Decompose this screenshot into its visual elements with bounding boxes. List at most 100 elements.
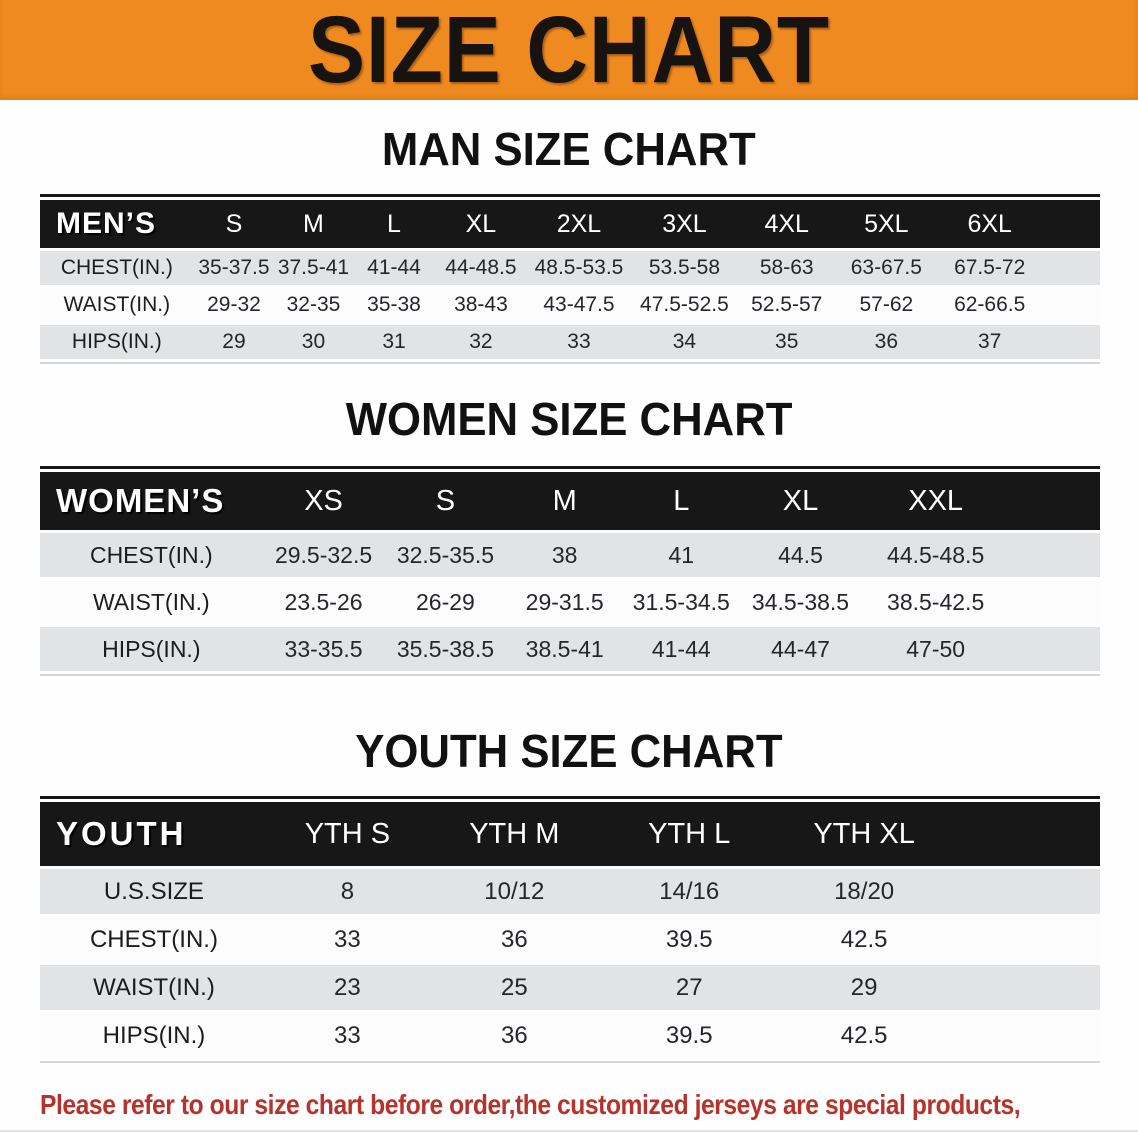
row-label: WAIST(IN.) <box>40 965 268 1010</box>
youth-hips-row: HIPS(IN.) 33 36 39.5 42.5 <box>40 1013 1100 1058</box>
size-cell: 37.5-41 <box>274 251 353 285</box>
size-cell: 33 <box>526 325 632 359</box>
men-header-row: MEN’S S M L XL 2XL 3XL 4XL 5XL 6XL <box>40 200 1100 248</box>
column-header: 5XL <box>836 200 937 248</box>
size-cell: 18/20 <box>776 869 952 914</box>
filler-cell <box>951 965 1100 1010</box>
filler-cell <box>951 917 1100 962</box>
women-heading-text: WOMEN SIZE CHART <box>345 393 793 445</box>
filler-cell <box>1042 251 1100 285</box>
size-cell: 31.5-34.5 <box>622 580 740 624</box>
size-cell: 33-35.5 <box>262 627 385 671</box>
men-corner-label: MEN’S <box>40 200 194 248</box>
size-cell: 37 <box>936 325 1043 359</box>
size-cell: 58-63 <box>737 251 836 285</box>
column-header: M <box>506 472 623 530</box>
filler-cell <box>951 802 1100 866</box>
youth-ussize-row: U.S.SIZE 8 10/12 14/16 18/20 <box>40 869 1100 914</box>
filler-cell <box>1042 200 1100 248</box>
size-cell: 10/12 <box>426 869 602 914</box>
size-cell: 41 <box>622 533 740 577</box>
size-cell: 41-44 <box>622 627 740 671</box>
column-header: M <box>274 200 353 248</box>
filler-cell <box>1042 325 1100 359</box>
column-header: 2XL <box>526 200 632 248</box>
youth-section-heading: YOUTH SIZE CHART <box>0 726 1138 776</box>
size-cell: 48.5-53.5 <box>526 251 632 285</box>
size-cell: 63-67.5 <box>836 251 937 285</box>
men-chest-row: CHEST(IN.) 35-37.5 37.5-41 41-44 44-48.5… <box>40 251 1100 285</box>
column-header: XS <box>262 472 385 530</box>
size-cell: 67.5-72 <box>936 251 1043 285</box>
size-cell: 36 <box>426 1013 602 1058</box>
column-header: XL <box>739 472 862 530</box>
filler-cell <box>1009 627 1100 671</box>
banner: SIZE CHART <box>0 0 1138 100</box>
size-cell: 30 <box>274 325 353 359</box>
row-label: CHEST(IN.) <box>40 917 268 962</box>
youth-heading-text: YOUTH SIZE CHART <box>355 725 783 777</box>
notice-line-2: we don't accept cancel, change, teturn o… <box>40 1127 1006 1130</box>
column-header: S <box>193 200 275 248</box>
filler-cell <box>951 1013 1100 1058</box>
size-cell: 35.5-38.5 <box>384 627 507 671</box>
filler-cell <box>1009 472 1100 530</box>
size-cell: 27 <box>601 965 777 1010</box>
size-cell: 44-47 <box>739 627 862 671</box>
size-cell: 41-44 <box>352 251 436 285</box>
youth-corner-label: YOUTH <box>40 802 268 866</box>
size-cell: 44-48.5 <box>435 251 527 285</box>
size-cell: 38 <box>506 533 623 577</box>
column-header: YTH M <box>426 802 602 866</box>
filler-cell <box>1009 533 1100 577</box>
men-section-heading: MAN SIZE CHART <box>0 124 1138 174</box>
size-cell: 32 <box>435 325 527 359</box>
size-cell: 38-43 <box>435 288 527 322</box>
men-hips-row: HIPS(IN.) 29 30 31 32 33 34 35 36 37 <box>40 325 1100 359</box>
column-header: L <box>622 472 740 530</box>
size-cell: 44.5 <box>739 533 862 577</box>
size-cell: 35 <box>737 325 836 359</box>
size-cell: 53.5-58 <box>631 251 738 285</box>
size-cell: 35-38 <box>352 288 436 322</box>
youth-waist-row: WAIST(IN.) 23 25 27 29 <box>40 965 1100 1010</box>
row-label: HIPS(IN.) <box>40 1013 268 1058</box>
column-header: S <box>384 472 507 530</box>
size-cell: 52.5-57 <box>737 288 836 322</box>
column-header: YTH XL <box>776 802 952 866</box>
size-cell: 42.5 <box>776 917 952 962</box>
row-label: CHEST(IN.) <box>40 251 194 285</box>
women-section-heading: WOMEN SIZE CHART <box>0 394 1138 446</box>
column-header: 4XL <box>737 200 836 248</box>
column-header: YTH L <box>601 802 777 866</box>
size-cell: 23.5-26 <box>262 580 385 624</box>
men-waist-row: WAIST(IN.) 29-32 32-35 35-38 38-43 43-47… <box>40 288 1100 322</box>
row-label: HIPS(IN.) <box>40 627 263 671</box>
women-size-table: WOMEN’S XS S M L XL XXL CHEST(IN.) 29.5-… <box>40 466 1100 676</box>
size-cell: 36 <box>426 917 602 962</box>
youth-size-table: YOUTH YTH S YTH M YTH L YTH XL U.S.SIZE … <box>40 796 1100 1063</box>
row-label: CHEST(IN.) <box>40 533 263 577</box>
size-cell: 29.5-32.5 <box>262 533 385 577</box>
size-cell: 57-62 <box>836 288 937 322</box>
youth-chest-row: CHEST(IN.) 33 36 39.5 42.5 <box>40 917 1100 962</box>
women-chest-row: CHEST(IN.) 29.5-32.5 32.5-35.5 38 41 44.… <box>40 533 1100 577</box>
women-header-row: WOMEN’S XS S M L XL XXL <box>40 472 1100 530</box>
women-corner-label: WOMEN’S <box>40 472 263 530</box>
size-cell: 34.5-38.5 <box>739 580 862 624</box>
size-cell: 62-66.5 <box>936 288 1043 322</box>
women-waist-row: WAIST(IN.) 23.5-26 26-29 29-31.5 31.5-34… <box>40 580 1100 624</box>
size-cell: 29 <box>776 965 952 1010</box>
size-cell: 43-47.5 <box>526 288 632 322</box>
column-header: XL <box>435 200 527 248</box>
youth-header-row: YOUTH YTH S YTH M YTH L YTH XL <box>40 802 1100 866</box>
size-cell: 44.5-48.5 <box>861 533 1010 577</box>
size-cell: 26-29 <box>384 580 507 624</box>
column-header: YTH S <box>267 802 427 866</box>
size-cell: 33 <box>267 917 427 962</box>
size-cell: 23 <box>267 965 427 1010</box>
size-cell: 42.5 <box>776 1013 952 1058</box>
men-heading-text: MAN SIZE CHART <box>382 123 756 175</box>
column-header: 6XL <box>936 200 1043 248</box>
